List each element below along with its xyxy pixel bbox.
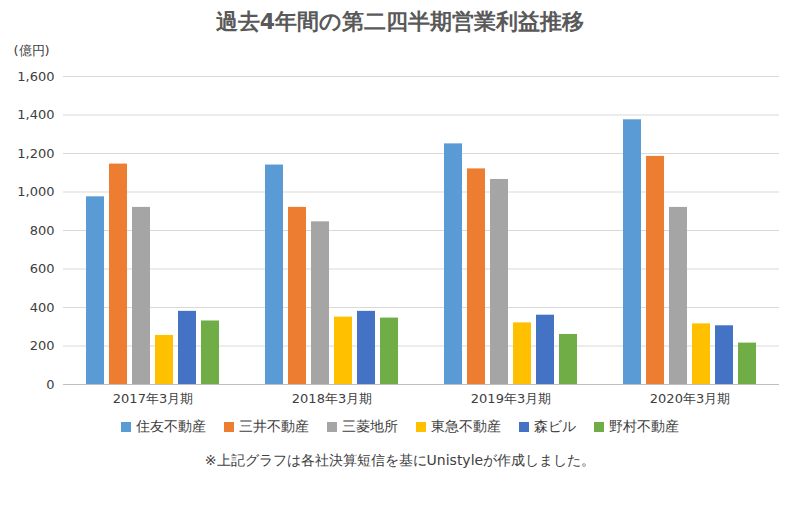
html-text:三菱地所: 三菱地所 — [342, 418, 398, 434]
svg-text:1,400: 1,400 — [17, 107, 54, 122]
html-text:三井不動産: 三井不動産 — [239, 418, 309, 434]
svg-text:200: 200 — [30, 338, 55, 353]
svg-text:1,200: 1,200 — [17, 146, 54, 161]
html-text:東急不動産: 東急不動産 — [431, 418, 501, 434]
svg-text:1,600: 1,600 — [17, 69, 54, 84]
svg-text:600: 600 — [30, 261, 55, 276]
svg-text:2017年3月期: 2017年3月期 — [113, 391, 193, 406]
html-text:野村不動産: 野村不動産 — [609, 418, 679, 434]
svg-text:800: 800 — [30, 223, 55, 238]
html-text:住友不動産: 住友不動産 — [136, 418, 206, 434]
svg-text:2019年3月期: 2019年3月期 — [471, 391, 551, 406]
svg-text:0: 0 — [46, 377, 54, 392]
html-text:森ビル: 森ビル — [534, 418, 576, 434]
svg-text:(億円): (億円) — [14, 43, 50, 58]
html-text:過去4年間の第二四半期営業利益推移: 過去4年間の第二四半期営業利益推移 — [215, 9, 585, 34]
svg-text:1,000: 1,000 — [17, 184, 54, 199]
svg-text:2020年3月期: 2020年3月期 — [650, 391, 730, 406]
svg-text:400: 400 — [30, 300, 55, 315]
svg-text:2018年3月期: 2018年3月期 — [292, 391, 372, 406]
html-text:※上記グラフは各社決算短信を基にUnistyleが作成しまし: ※上記グラフは各社決算短信を基にUnistyleが作成しました。 — [204, 452, 596, 468]
